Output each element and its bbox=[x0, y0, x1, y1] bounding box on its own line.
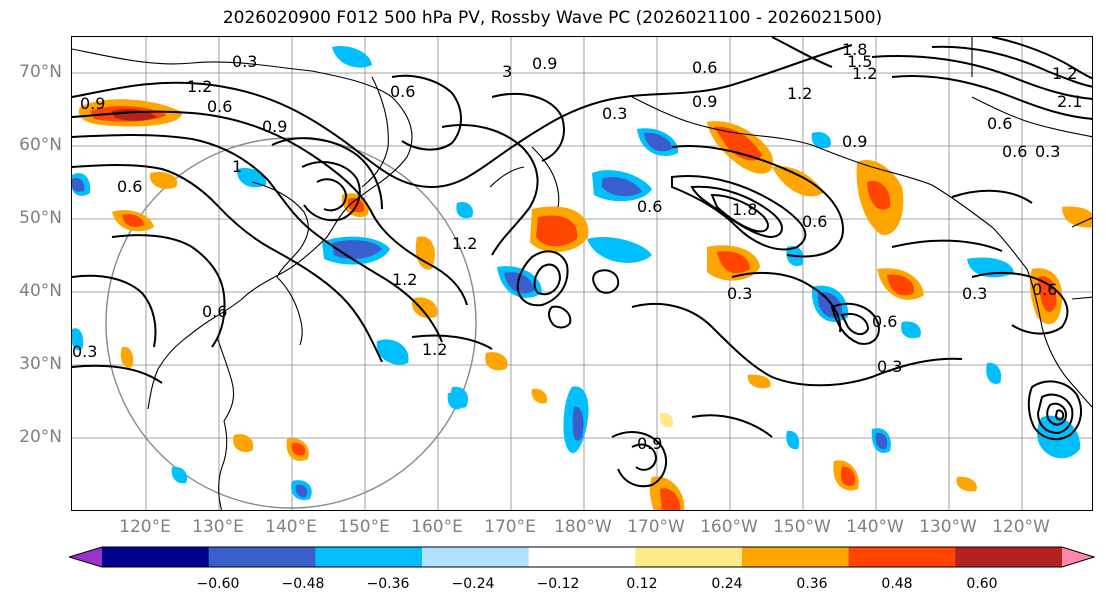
colorbar-segment bbox=[635, 547, 743, 567]
lon-label: 130°E bbox=[192, 517, 244, 537]
colorbar-segment bbox=[102, 547, 210, 567]
coastlines bbox=[72, 37, 1092, 510]
pv-anomaly-fills bbox=[72, 45, 1092, 510]
lat-label-30n: 30°N bbox=[19, 354, 62, 374]
colorbar bbox=[69, 546, 1095, 568]
colorbar-tick: −0.12 bbox=[536, 576, 580, 592]
contour-label: 1.2 bbox=[1052, 64, 1077, 83]
colorbar-tick: 0.24 bbox=[711, 576, 743, 592]
colorbar-tick: −0.36 bbox=[366, 576, 410, 592]
colorbar-segments bbox=[69, 547, 1094, 567]
contour-label: 1.2 bbox=[452, 234, 477, 253]
contour-labels: 0.9 1.2 0.3 0.9 0.6 0.6 0.9 1.8 1.5 1.2 … bbox=[72, 40, 1082, 453]
colorbar-tick: −0.48 bbox=[281, 576, 325, 592]
contour-label: 0.6 bbox=[692, 58, 717, 77]
contour-label: 0.3 bbox=[602, 104, 627, 123]
contour-label: 1.2 bbox=[422, 340, 447, 359]
contour-label: 0.9 bbox=[637, 434, 662, 453]
contour-label: 3 bbox=[502, 62, 512, 81]
colorbar-segment bbox=[528, 547, 636, 567]
contour-label: 0.6 bbox=[202, 302, 227, 321]
contour-label: 0.3 bbox=[962, 284, 987, 303]
lon-label: 180°W bbox=[554, 517, 612, 537]
colorbar-tick: −0.60 bbox=[196, 576, 240, 592]
contour-label: 2.1 bbox=[1057, 92, 1082, 111]
colorbar-tick: 0.12 bbox=[626, 576, 658, 592]
contour-label: 1.2 bbox=[787, 84, 812, 103]
map-title: 2026020900 F012 500 hPa PV, Rossby Wave … bbox=[222, 8, 883, 28]
pv-map: 0.9 1.2 0.3 0.9 0.6 0.6 0.9 1.8 1.5 1.2 … bbox=[72, 37, 1092, 510]
contour-label: 1.2 bbox=[187, 77, 212, 96]
pv-contours bbox=[72, 37, 1092, 488]
contour-label: 0.6 bbox=[987, 114, 1012, 133]
lat-label-70n: 70°N bbox=[19, 62, 62, 82]
colorbar-tick: 0.60 bbox=[966, 576, 998, 592]
colorbar-tick: 0.36 bbox=[796, 576, 828, 592]
contour-label: 0.6 bbox=[637, 197, 662, 216]
colorbar-segment bbox=[742, 547, 850, 567]
focus-circle bbox=[105, 137, 477, 509]
contour-label: 0.9 bbox=[262, 117, 287, 136]
lon-label: 150°E bbox=[338, 517, 390, 537]
colorbar-segment bbox=[848, 547, 956, 567]
contour-label: 0.3 bbox=[1035, 142, 1060, 161]
lat-label-50n: 50°N bbox=[19, 208, 62, 228]
contour-label: 0.3 bbox=[232, 52, 257, 71]
contour-label: 0.9 bbox=[80, 94, 105, 113]
contour-label: 0.6 bbox=[872, 312, 897, 331]
lon-label: 140°E bbox=[265, 517, 317, 537]
lon-label: 140°W bbox=[846, 517, 904, 537]
colorbar-segment bbox=[208, 547, 316, 567]
contour-label: 0.3 bbox=[72, 342, 97, 361]
colorbar-tick: 0.48 bbox=[881, 576, 913, 592]
contour-label: 1.8 bbox=[732, 200, 757, 219]
lon-label: 120°W bbox=[992, 517, 1050, 537]
colorbar-segment bbox=[1062, 547, 1094, 567]
colorbar-segment bbox=[69, 547, 102, 567]
contour-label: 0.3 bbox=[727, 284, 752, 303]
lon-label: 130°W bbox=[919, 517, 977, 537]
contour-label: 0.6 bbox=[390, 82, 415, 101]
colorbar-segment bbox=[422, 547, 530, 567]
contour-label: 0.6 bbox=[117, 177, 142, 196]
contour-label: 0.6 bbox=[1032, 280, 1057, 299]
colorbar-segment bbox=[955, 547, 1063, 567]
contour-label: 0.3 bbox=[877, 357, 902, 376]
colorbar-segment bbox=[315, 547, 423, 567]
lon-label: 120°E bbox=[119, 517, 171, 537]
lon-label: 160°E bbox=[411, 517, 463, 537]
lon-label: 170°W bbox=[627, 517, 685, 537]
contour-label: 1.8 bbox=[842, 40, 867, 59]
map-panel[interactable]: 0.9 1.2 0.3 0.9 0.6 0.6 0.9 1.8 1.5 1.2 … bbox=[71, 36, 1093, 511]
lat-label-20n: 20°N bbox=[19, 427, 62, 447]
contour-label: 0.9 bbox=[842, 132, 867, 151]
contour-label: 0.6 bbox=[1002, 142, 1027, 161]
contour-label: 0.6 bbox=[207, 97, 232, 116]
lat-label-60n: 60°N bbox=[19, 135, 62, 155]
colorbar-tick: −0.24 bbox=[451, 576, 495, 592]
contour-label: 1.2 bbox=[852, 64, 877, 83]
lon-label: 160°W bbox=[700, 517, 758, 537]
contour-label: 1.2 bbox=[392, 270, 417, 289]
contour-label: 1 bbox=[232, 157, 242, 176]
lon-label: 150°W bbox=[773, 517, 831, 537]
contour-label: 0.9 bbox=[532, 54, 557, 73]
lat-label-40n: 40°N bbox=[19, 281, 62, 301]
lon-label: 170°E bbox=[484, 517, 536, 537]
contour-label: 0.9 bbox=[692, 92, 717, 111]
contour-label: 0.6 bbox=[802, 212, 827, 231]
contour-label: 1.5 bbox=[847, 52, 872, 71]
